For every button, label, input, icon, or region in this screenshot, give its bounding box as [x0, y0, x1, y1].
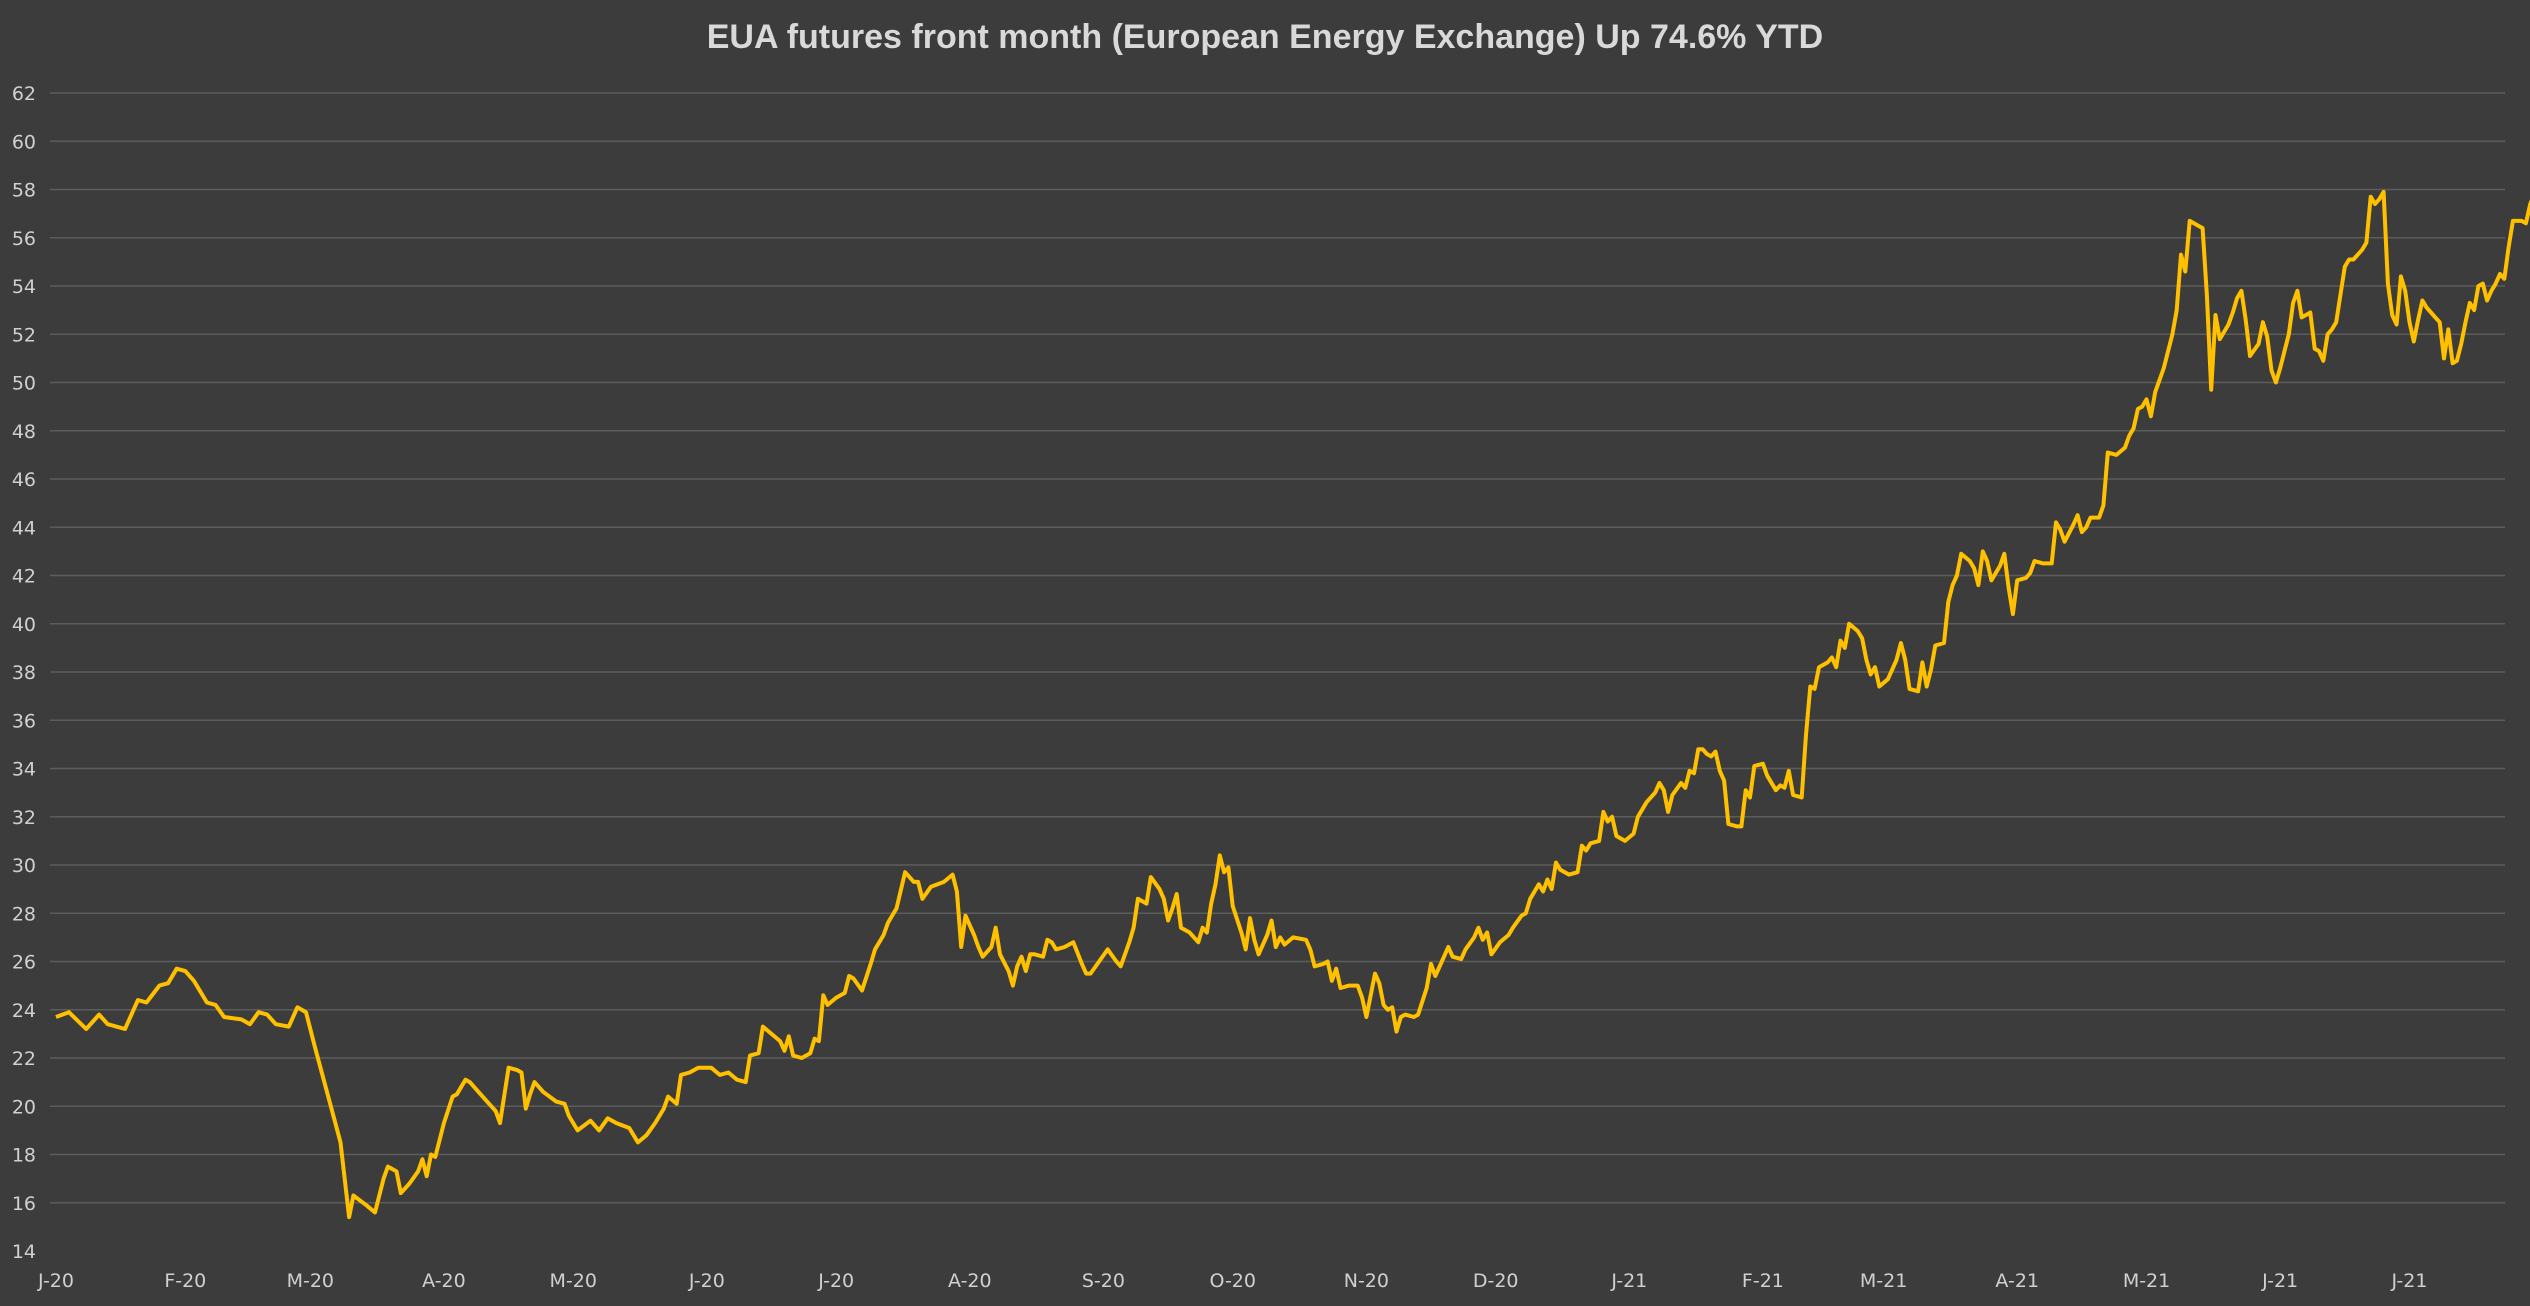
x-tick-label: M-21 [2123, 1270, 2170, 1292]
x-tick-label: A-21 [1995, 1270, 2039, 1292]
x-tick-label: J-20 [37, 1270, 74, 1292]
y-tick-label: 40 [12, 614, 36, 636]
series-line [55, 189, 2530, 1220]
y-tick-label: 52 [12, 324, 36, 346]
y-tick-label: 20 [12, 1096, 36, 1118]
y-tick-label: 14 [12, 1241, 36, 1263]
x-tick-label: O-20 [1209, 1270, 1256, 1292]
x-tick-label: M-20 [287, 1270, 334, 1292]
y-tick-label: 18 [12, 1145, 36, 1167]
x-tick-label: M-20 [550, 1270, 597, 1292]
x-tick-label: S-20 [1082, 1270, 1125, 1292]
x-tick-label: M-21 [1860, 1270, 1907, 1292]
x-tick-label: J-20 [688, 1270, 725, 1292]
y-tick-label: 30 [12, 855, 36, 877]
x-tick-label: F-21 [1742, 1270, 1784, 1292]
x-tick-label: J-21 [2390, 1270, 2427, 1292]
x-tick-label: F-20 [164, 1270, 206, 1292]
y-tick-label: 42 [12, 566, 36, 588]
y-tick-label: 22 [12, 1048, 36, 1070]
y-tick-label: 44 [12, 517, 36, 539]
x-tick-label: A-20 [948, 1270, 992, 1292]
y-tick-label: 32 [12, 807, 36, 829]
chart-title: EUA futures front month (European Energy… [706, 18, 1824, 56]
y-tick-label: 54 [12, 276, 36, 298]
y-tick-label: 60 [12, 131, 36, 153]
y-tick-label: 28 [12, 903, 36, 925]
y-tick-label: 46 [12, 469, 36, 491]
y-tick-label: 34 [12, 759, 36, 781]
x-tick-label: J-21 [1610, 1270, 1647, 1292]
x-tick-label: J-21 [2261, 1270, 2298, 1292]
y-tick-label: 26 [12, 952, 36, 974]
x-tick-label: J-20 [817, 1270, 854, 1292]
y-tick-label: 62 [12, 83, 36, 105]
y-tick-label: 16 [12, 1193, 36, 1215]
y-tick-label: 58 [12, 180, 36, 202]
y-tick-label: 56 [12, 228, 36, 250]
y-tick-label: 48 [12, 421, 36, 443]
x-tick-label: N-20 [1344, 1270, 1389, 1292]
y-tick-label: 36 [12, 710, 36, 732]
x-tick-label: A-20 [422, 1270, 466, 1292]
x-tick-label: D-20 [1473, 1270, 1519, 1292]
y-tick-label: 50 [12, 373, 36, 395]
y-tick-label: 24 [12, 1000, 36, 1022]
y-tick-label: 38 [12, 662, 36, 684]
